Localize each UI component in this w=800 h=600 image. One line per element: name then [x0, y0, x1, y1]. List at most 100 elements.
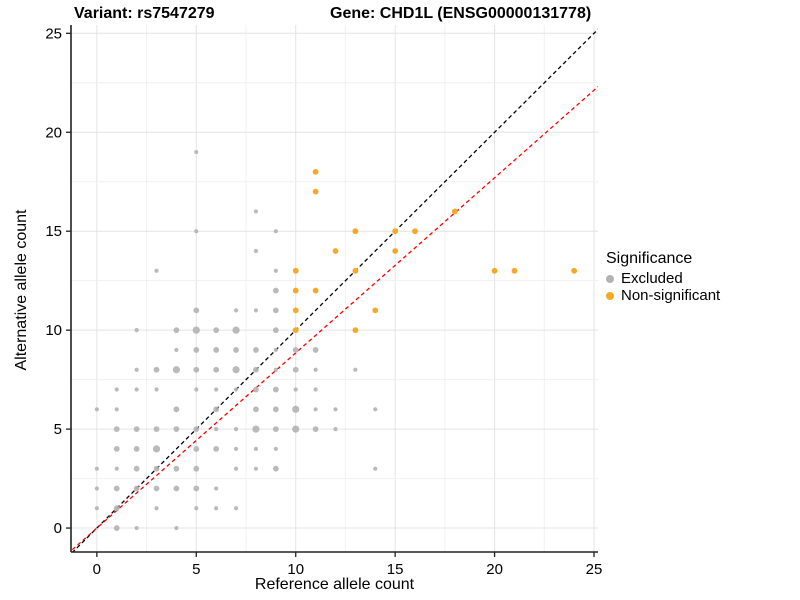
data-point: [133, 485, 140, 492]
data-point: [193, 485, 200, 492]
data-point: [114, 466, 119, 471]
data-point: [153, 366, 160, 373]
data-point: [194, 149, 199, 155]
data-point: [134, 367, 139, 372]
data-point: [312, 426, 319, 433]
data-point: [173, 485, 180, 492]
x-tick-label: 25: [586, 561, 603, 578]
y-tick-label: 5: [54, 421, 62, 438]
data-point: [113, 426, 120, 433]
legend-item-label: Non-significant: [621, 287, 721, 304]
data-point: [193, 307, 200, 314]
data-point: [353, 367, 358, 372]
data-point: [214, 506, 219, 511]
data-point: [253, 386, 259, 393]
data-point: [273, 229, 278, 234]
data-point: [272, 465, 279, 472]
data-point: [173, 426, 180, 433]
data-point: [392, 248, 399, 254]
data-point: [292, 425, 300, 433]
data-point: [273, 268, 278, 273]
y-tick-label: 15: [45, 223, 62, 240]
data-point: [94, 506, 99, 511]
data-point: [194, 506, 199, 511]
data-point: [133, 445, 140, 452]
data-point: [173, 327, 180, 334]
data-point: [214, 427, 219, 432]
legend-item-label: Excluded: [621, 270, 683, 287]
data-point: [133, 426, 140, 433]
data-point: [233, 466, 239, 471]
data-point: [253, 209, 259, 214]
axes: 0 5 10 15 20 25 0 5 10 15 20 25: [45, 25, 602, 578]
data-point: [113, 525, 120, 531]
data-point: [113, 445, 120, 452]
data-point: [313, 407, 318, 412]
data-point: [292, 405, 300, 413]
data-point: [272, 307, 279, 314]
data-point: [451, 208, 458, 215]
data-point: [312, 287, 319, 294]
data-point: [94, 407, 99, 412]
data-point: [232, 366, 240, 374]
data-point: [292, 307, 299, 314]
data-point: [152, 445, 161, 453]
data-point: [373, 407, 378, 412]
data-point: [372, 307, 379, 314]
x-tick-label: 5: [192, 561, 200, 578]
data-point: [272, 327, 279, 334]
non-significant-dot-icon: [606, 291, 614, 300]
data-point: [373, 466, 378, 471]
data-point: [214, 486, 219, 491]
y-tick-label: 10: [45, 322, 62, 339]
data-point: [154, 506, 159, 511]
data-point: [94, 466, 99, 471]
x-axis-title: Reference allele count: [254, 576, 415, 593]
data-point: [233, 387, 239, 392]
data-point: [511, 267, 518, 274]
data-point: [273, 446, 278, 451]
data-point: [253, 308, 259, 313]
data-point: [213, 327, 220, 334]
x-tick-label: 15: [387, 561, 404, 578]
data-point: [193, 366, 200, 373]
data-point: [174, 347, 179, 353]
data-point: [94, 486, 99, 491]
data-point: [153, 465, 160, 472]
fit-line: [71, 85, 598, 552]
data-point: [134, 387, 139, 392]
x-tick-label: 20: [486, 561, 503, 578]
data-point: [292, 366, 299, 373]
data-point: [193, 445, 200, 452]
data-point: [154, 387, 159, 392]
data-point: [352, 228, 359, 235]
data-point: [292, 347, 299, 353]
data-point: [192, 326, 200, 334]
data-point: [253, 446, 259, 451]
data-point: [313, 387, 318, 392]
data-point: [172, 366, 180, 374]
data-point: [153, 426, 160, 433]
data-point: [193, 426, 200, 433]
data-point: [174, 525, 179, 531]
data-point: [213, 445, 220, 452]
data-point: [253, 466, 259, 471]
data-point: [273, 367, 278, 372]
legend-title: Significance: [606, 250, 693, 267]
data-point: [352, 267, 359, 274]
identity-line: [71, 28, 598, 552]
data-point: [232, 326, 240, 334]
data-point: [333, 427, 338, 432]
series-excluded: [94, 149, 378, 531]
data-point: [272, 406, 279, 413]
data-point: [233, 506, 239, 511]
data-point: [352, 327, 359, 334]
data-point: [233, 308, 239, 313]
data-point: [233, 427, 239, 432]
data-point: [253, 406, 259, 413]
data-point: [114, 407, 119, 412]
x-tick-label: 10: [287, 561, 304, 578]
data-point: [173, 406, 180, 413]
